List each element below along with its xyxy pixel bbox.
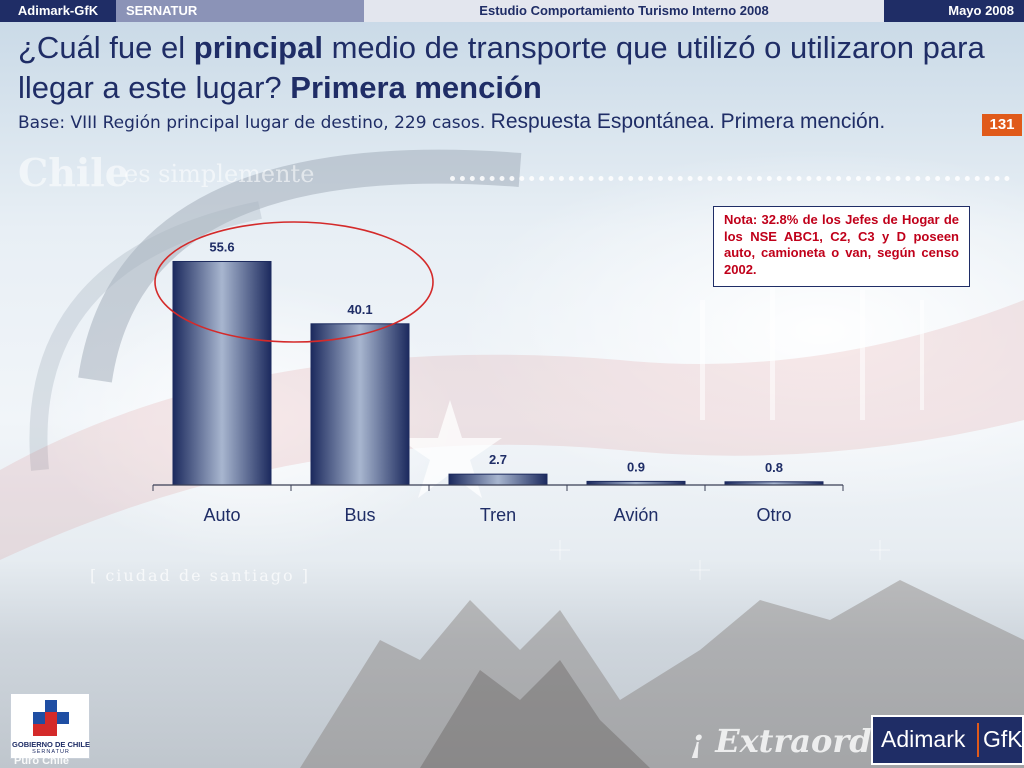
bar-tren — [448, 473, 548, 486]
category-label-auto: Auto — [203, 505, 240, 525]
value-label-auto: 55.6 — [209, 239, 234, 254]
category-label-otro: Otro — [756, 505, 791, 525]
value-label-avion: 0.9 — [627, 459, 645, 474]
adimark-gfk-logo: Adimark GfK — [871, 715, 1024, 765]
background-chile-word: Chile — [18, 150, 129, 195]
value-label-bus: 40.1 — [347, 302, 372, 317]
gfk-logo-text: GfK — [983, 726, 1023, 752]
background-slogan-word: es simplemente — [124, 160, 315, 188]
header-bar: Adimark-GfK SERNATUR Estudio Comportamie… — [0, 0, 1024, 22]
base-subtitle: Base: VIII Región principal lugar de des… — [18, 110, 978, 134]
title-part2: medio de transporte que utilizó o utiliz… — [18, 30, 985, 105]
title-bold-primera-mencion: Primera mención — [290, 70, 542, 105]
slide-title: ¿Cuál fue el principal medio de transpor… — [18, 28, 998, 108]
highlight-ellipse — [154, 221, 434, 343]
response-type-text: Respuesta Espontánea. Primera mención. — [490, 110, 886, 133]
logo-separator — [977, 723, 979, 757]
title-part1: ¿Cuál fue el — [18, 30, 194, 65]
adimark-logo-text: Adimark — [881, 726, 966, 752]
header-date: Mayo 2008 — [884, 0, 1024, 22]
note-box: Nota: 32.8% de los Jefes de Hogar de los… — [713, 206, 970, 287]
gobierno-emblem-icon — [33, 700, 69, 736]
category-label-tren: Tren — [480, 505, 516, 525]
gobierno-de-chile-logo: GOBIERNO DE CHILE SERNATUR — [10, 693, 90, 759]
sernatur-text: SERNATUR — [32, 749, 70, 755]
background-dots — [450, 176, 1010, 181]
header-client: SERNATUR — [116, 0, 364, 22]
category-label-avion: Avión — [614, 505, 659, 525]
header-brand: Adimark-GfK — [0, 0, 116, 22]
puro-chile-text: Puro Chile — [14, 755, 70, 767]
bar-auto — [172, 260, 272, 486]
category-label-bus: Bus — [344, 505, 375, 525]
value-label-tren: 2.7 — [489, 452, 507, 467]
value-label-otro: 0.8 — [765, 460, 783, 475]
background-extraordinario-text: ¡ Extraord — [690, 722, 872, 760]
page-number-badge: 131 — [982, 114, 1022, 136]
base-text: Base: VIII Región principal lugar de des… — [18, 113, 491, 133]
gobierno-text: GOBIERNO DE CHILE — [12, 740, 90, 749]
background-ciudad-text: [ ciudad de santiago ] — [90, 566, 310, 585]
bar-bus — [310, 323, 410, 486]
header-study-title: Estudio Comportamiento Turismo Interno 2… — [364, 0, 884, 22]
title-bold-principal: principal — [193, 30, 323, 65]
